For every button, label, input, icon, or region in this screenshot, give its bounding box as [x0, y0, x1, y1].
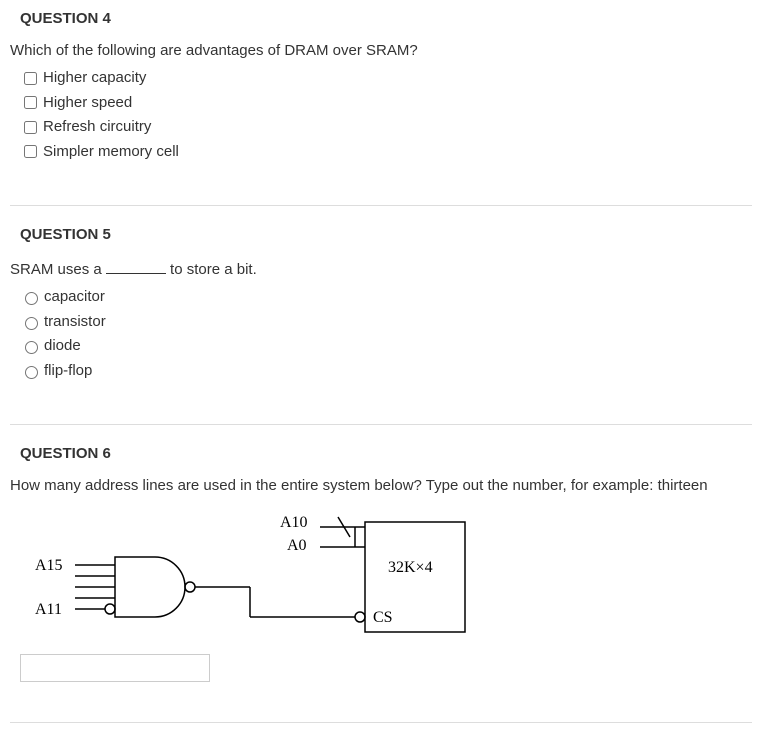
- q5-radio-flip-flop[interactable]: [25, 366, 38, 379]
- q4-options: Higher capacity Higher speed Refresh cir…: [20, 67, 752, 163]
- q4-option-label: Higher speed: [43, 92, 132, 115]
- question-5: QUESTION 5 SRAM uses a to store a bit. c…: [10, 226, 752, 425]
- q4-option: Simpler memory cell: [20, 141, 752, 164]
- q5-option-label: flip-flop: [44, 360, 92, 383]
- circuit-diagram-svg: A15 A11 A10 A0 32K×4 CS: [20, 502, 520, 642]
- q5-radio-diode[interactable]: [25, 341, 38, 354]
- question-4: QUESTION 4 Which of the following are ad…: [10, 10, 752, 206]
- q5-radio-capacitor[interactable]: [25, 292, 38, 305]
- q5-prompt-after: to store a bit.: [166, 261, 257, 278]
- label-a15: A15: [35, 557, 63, 574]
- q4-option-label: Higher capacity: [43, 67, 146, 90]
- question-6: QUESTION 6 How many address lines are us…: [10, 445, 752, 723]
- q5-option-label: diode: [44, 335, 81, 358]
- q4-checkbox-higher-capacity[interactable]: [24, 72, 37, 85]
- q4-checkbox-refresh-circuitry[interactable]: [24, 121, 37, 134]
- q5-title: QUESTION 5: [20, 226, 752, 243]
- label-a11: A11: [35, 601, 62, 618]
- q4-option: Refresh circuitry: [20, 116, 752, 139]
- label-a0: A0: [287, 537, 307, 554]
- q4-option: Higher speed: [20, 92, 752, 115]
- q4-checkbox-simpler-memory-cell[interactable]: [24, 145, 37, 158]
- q5-blank: [106, 258, 166, 274]
- q4-option-label: Refresh circuitry: [43, 116, 151, 139]
- q6-prompt: How many address lines are used in the e…: [10, 477, 752, 494]
- q4-title: QUESTION 4: [20, 10, 752, 27]
- label-a10: A10: [280, 514, 308, 531]
- q5-option: flip-flop: [20, 360, 752, 383]
- q4-prompt: Which of the following are advantages of…: [10, 42, 752, 59]
- q5-option: diode: [20, 335, 752, 358]
- q5-radio-transistor[interactable]: [25, 317, 38, 330]
- q6-title: QUESTION 6: [20, 445, 752, 462]
- q4-checkbox-higher-speed[interactable]: [24, 96, 37, 109]
- q5-option-label: transistor: [44, 311, 106, 334]
- q5-prompt: SRAM uses a to store a bit.: [10, 258, 752, 278]
- label-cs: CS: [373, 609, 393, 626]
- q5-options: capacitor transistor diode flip-flop: [20, 286, 752, 382]
- q5-prompt-before: SRAM uses a: [10, 261, 106, 278]
- q5-option: transistor: [20, 311, 752, 334]
- q4-option-label: Simpler memory cell: [43, 141, 179, 164]
- q6-answer-input[interactable]: [20, 654, 210, 682]
- q6-diagram: A15 A11 A10 A0 32K×4 CS: [20, 502, 752, 646]
- q4-option: Higher capacity: [20, 67, 752, 90]
- label-chip: 32K×4: [388, 559, 433, 576]
- q5-option-label: capacitor: [44, 286, 105, 309]
- q5-option: capacitor: [20, 286, 752, 309]
